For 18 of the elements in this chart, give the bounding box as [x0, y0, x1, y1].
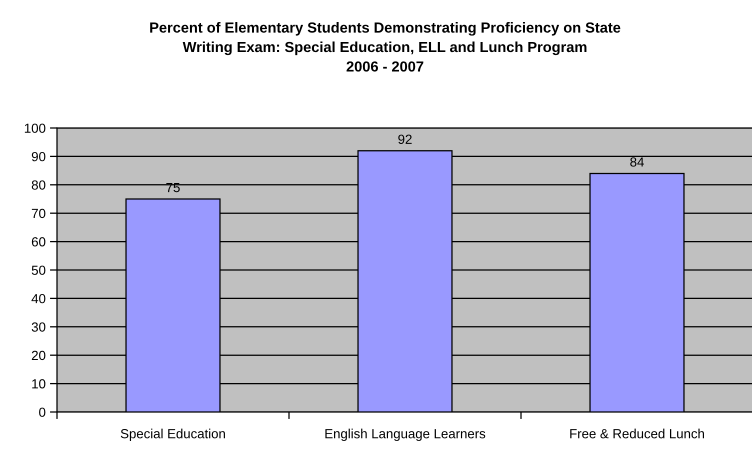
- x-tick-label: Free & Reduced Lunch: [570, 428, 704, 438]
- y-tick-label: 70: [32, 208, 46, 218]
- data-label: 92: [398, 134, 412, 144]
- y-tick-label: 10: [32, 379, 46, 389]
- y-tick-label: 30: [32, 322, 46, 332]
- y-tick-label: 80: [32, 180, 46, 190]
- y-tick-label: 40: [32, 294, 46, 304]
- y-tick-label: 20: [32, 350, 46, 360]
- x-tick-label: English Language Learners: [325, 428, 486, 441]
- data-label: 75: [166, 183, 180, 192]
- data-label: 84: [630, 157, 644, 167]
- y-tick-label: 60: [32, 237, 46, 247]
- chart-title: Percent of Elementary Students Demonstrating Proficiency on State Writing Exam: Special Education, ELL and Lunch Program 2006 - 2007: [150, 22, 620, 72]
- y-tick-label: 0: [39, 408, 46, 417]
- x-tick-label: Special Education: [120, 428, 225, 441]
- y-tick-label: 100: [24, 124, 46, 133]
- y-tick-label: 50: [32, 266, 46, 275]
- y-tick-label: 90: [32, 152, 46, 162]
